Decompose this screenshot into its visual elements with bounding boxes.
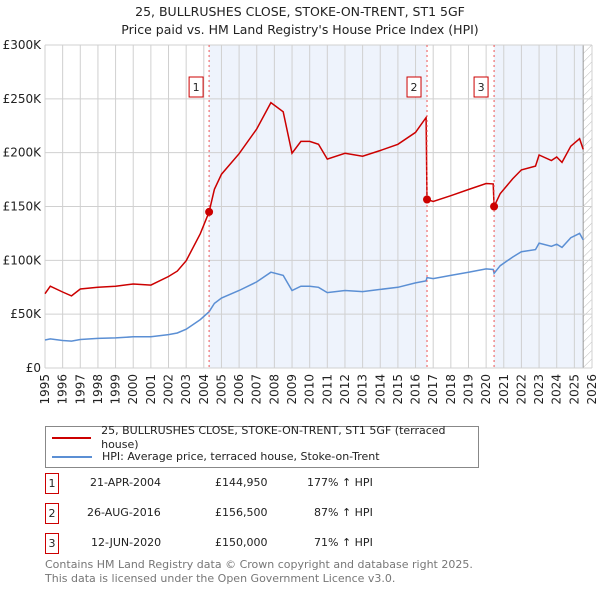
y-tick-label: £250K [3,92,43,106]
x-tick-label: 2000 [126,374,140,405]
x-tick-label: 2015 [391,374,405,405]
legend-label: HPI: Average price, terraced house, Stok… [102,450,380,463]
sale-label: 2 [411,81,418,94]
x-tick-label: 2020 [479,374,493,405]
x-tick-label: 2007 [250,374,264,405]
x-tick-label: 1995 [38,374,52,405]
y-tick-label: £300K [3,38,43,52]
sale-hpi-delta: 87% ↑ HPI [314,506,373,519]
sale-point [205,207,214,216]
legend-label: 25, BULLRUSHES CLOSE, STOKE-ON-TRENT, ST… [101,424,446,451]
x-tick-label: 2026 [585,374,599,405]
legend-item-property: 25, BULLRUSHES CLOSE, STOKE-ON-TRENT, ST… [52,424,478,451]
transaction-row: 2 26-AUG-2016 £156,500 87% ↑ HPI [45,503,465,524]
y-tick-label: £100K [3,253,43,267]
x-tick-label: 2016 [409,374,423,405]
x-tick-label: 1998 [91,374,105,405]
sale-point [423,195,432,204]
footer-copyright: Contains HM Land Registry data © Crown c… [45,558,473,571]
sale-label-box [188,76,204,98]
chart-legend: 25, BULLRUSHES CLOSE, STOKE-ON-TRENT, ST… [45,424,479,468]
x-tick-label: 1997 [73,374,87,405]
x-tick-label: 2019 [461,374,475,405]
x-tick-label: 2013 [356,374,370,405]
sale-badge: 2 [45,503,59,524]
x-tick-label: 2011 [320,374,334,405]
hpi-line [44,232,584,342]
x-tick-label: 2001 [144,374,158,405]
sale-badge: 3 [45,533,59,554]
footer-licence: This data is licensed under the Open Gov… [45,572,396,585]
sale-price: £150,000 [215,536,268,549]
y-tick-label: £200K [3,146,43,160]
x-tick-label: 2014 [373,374,387,405]
x-tick-label: 2023 [532,374,546,405]
chart-subtitle: Price paid vs. HM Land Registry's House … [121,22,479,37]
sale-label-box [473,76,489,98]
y-tick-label: £150K [3,200,43,214]
transaction-row: 1 21-APR-2004 £144,950 177% ↑ HPI [45,473,465,494]
transaction-row: 3 12-JUN-2020 £150,000 71% ↑ HPI [45,533,465,554]
sale-price: £144,950 [215,476,268,489]
sale-label-box [406,76,422,98]
x-tick-label: 2012 [338,374,352,405]
sale-label: 1 [193,81,200,94]
x-tick-label: 2004 [197,374,211,405]
y-tick-label: £0 [26,361,41,375]
x-tick-label: 2005 [214,374,228,405]
x-tick-label: 2006 [232,374,246,405]
sale-price: £156,500 [215,506,268,519]
x-tick-label: 2009 [285,374,299,405]
x-tick-label: 2017 [426,374,440,405]
x-tick-label: 2003 [179,374,193,405]
sale-point [490,202,499,211]
x-tick-label: 1996 [56,374,70,405]
legend-item-hpi: HPI: Average price, terraced house, Stok… [52,449,380,465]
x-tick-label: 2018 [444,374,458,405]
sale-date: 21-APR-2004 [90,476,162,489]
chart-title: 25, BULLRUSHES CLOSE, STOKE-ON-TRENT, ST… [135,4,465,19]
x-tick-label: 1999 [109,374,123,405]
sale-hpi-delta: 177% ↑ HPI [307,476,373,489]
y-tick-label: £50K [10,307,42,321]
x-tick-label: 2021 [497,374,511,405]
x-tick-label: 2024 [550,374,564,405]
x-tick-label: 2022 [514,374,528,405]
x-tick-label: 2025 [567,374,581,405]
legend-swatch-red [52,437,92,439]
sale-badge: 1 [45,473,59,494]
price-chart: 1995 1996 1997 1998 1999 2000 2001 2002 2003 2004… [3,38,599,405]
x-tick-label: 2002 [162,374,176,405]
x-tick-label: 2008 [267,374,281,405]
sale-label: 3 [478,81,485,94]
x-tick-label: 2010 [303,374,317,405]
sale-date: 26-AUG-2016 [87,506,161,519]
sale-date: 12-JUN-2020 [91,536,162,549]
property-price-line [44,101,584,297]
sale-hpi-delta: 71% ↑ HPI [314,536,373,549]
legend-swatch-blue [52,456,92,458]
